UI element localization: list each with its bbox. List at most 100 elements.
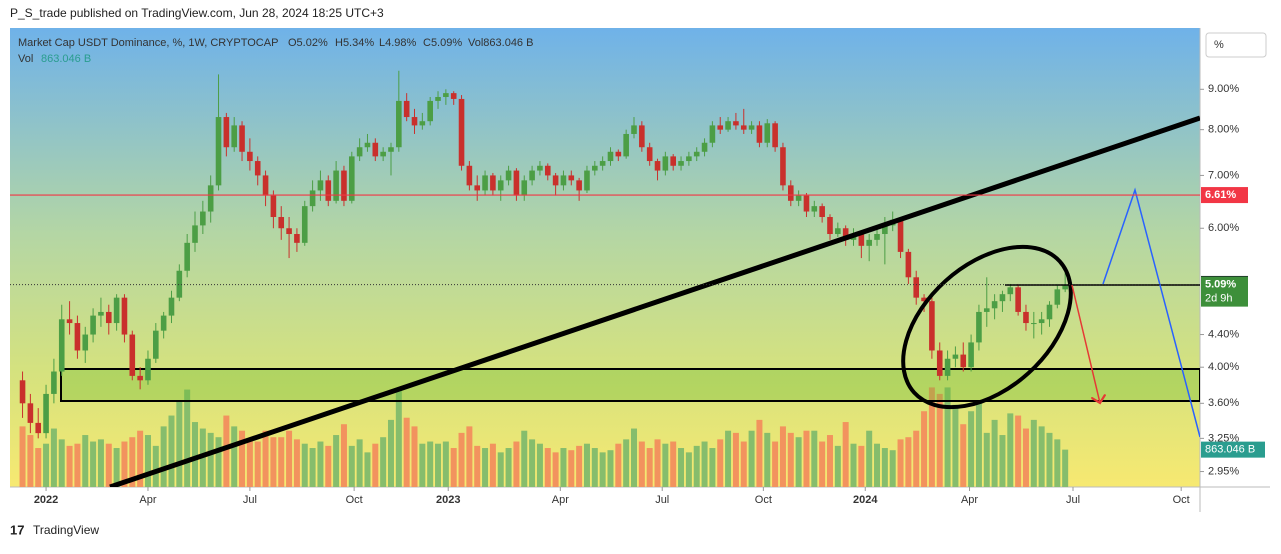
footer: TradingView (33, 523, 99, 537)
candle-body (443, 93, 449, 97)
candle-body (929, 301, 935, 351)
volume-bar (144, 435, 151, 487)
candle-body (513, 170, 520, 196)
volume-bar (254, 441, 261, 487)
volume-bar (192, 422, 199, 487)
x-tick-label: Oct (346, 494, 363, 506)
x-tick-label: Oct (755, 494, 772, 506)
volume-bar (215, 437, 222, 487)
volume-bar (27, 435, 34, 487)
candle-body (98, 311, 104, 316)
candle-body (631, 125, 637, 134)
y-tick-label: 2.95% (1208, 465, 1239, 477)
volume-bar (176, 400, 183, 487)
volume-bar (450, 448, 457, 487)
candle-body (717, 125, 724, 130)
volume-bar (1022, 428, 1029, 487)
candle-body (560, 175, 567, 186)
y-tick-label: 3.60% (1208, 397, 1239, 409)
candle-body (858, 234, 865, 246)
candle-body (121, 297, 128, 335)
volume-bar (223, 415, 230, 487)
candle-body (43, 393, 49, 434)
volume-bar (82, 435, 89, 487)
volume-bar (497, 452, 504, 487)
candle-body (882, 225, 888, 235)
volume-bar (803, 430, 810, 487)
volume-bar (168, 415, 175, 487)
volume-bar (968, 411, 975, 487)
candle-body (764, 123, 771, 143)
volume-bar (395, 389, 402, 487)
candle-body (90, 315, 96, 335)
unit-button[interactable] (1205, 32, 1267, 58)
candle-body (568, 175, 575, 181)
candle-body (827, 217, 833, 235)
candle-body (388, 147, 394, 152)
volume-bar (607, 450, 614, 487)
volume-bar (889, 450, 896, 487)
candle-body (999, 294, 1006, 302)
legend: Market Cap USDT Dominance, %, 1W, CRYPTO… (18, 37, 533, 65)
candle-body (623, 133, 629, 157)
volume-bar (740, 441, 747, 487)
unit-button-label[interactable]: % (1214, 39, 1224, 51)
candle-body (474, 185, 481, 191)
candle-body (646, 147, 653, 162)
volume-title: Vol (18, 53, 33, 65)
volume-bar (921, 411, 928, 487)
candle-body (936, 350, 943, 376)
candle-body (709, 125, 716, 143)
candle-body (819, 206, 825, 218)
drawings (109, 115, 1200, 487)
volume-bar (184, 389, 191, 487)
candle-body (1038, 319, 1045, 324)
volume-bar (380, 437, 387, 487)
candle-body (176, 270, 183, 298)
drawings (60, 368, 1200, 402)
candle-body (380, 151, 386, 157)
candle-body (466, 165, 473, 186)
volume-bar (725, 430, 732, 487)
volume-bar (231, 426, 238, 487)
candle-body (333, 170, 339, 201)
volume-bar (419, 443, 426, 487)
candle-body (105, 311, 112, 324)
candle-body (584, 170, 590, 191)
volume-layer (19, 387, 1069, 487)
candle-body (278, 217, 285, 229)
candle-body (27, 403, 34, 423)
x-tick-label: Apr (552, 494, 569, 506)
candle-body (74, 323, 81, 351)
legend-high: H5.34% (335, 37, 374, 49)
volume-bar (842, 422, 849, 487)
volume-bar (301, 443, 308, 487)
legend-title: Market Cap USDT Dominance, %, 1W, CRYPTO… (18, 37, 278, 49)
candle-body (803, 195, 810, 212)
volume-bar (246, 439, 253, 487)
volume-bar (983, 432, 990, 487)
candle-body (733, 121, 739, 126)
last-price-box (1201, 276, 1248, 307)
volume-bar (787, 432, 794, 487)
volume-bar (576, 445, 583, 487)
volume-bar (975, 402, 982, 487)
volume-bar (866, 430, 873, 487)
candle-body (411, 117, 418, 126)
volume-bar (43, 443, 50, 487)
candle-body (1015, 287, 1021, 312)
candle-body (270, 195, 277, 218)
time-axis (10, 487, 1200, 512)
volume-bar (999, 435, 1006, 487)
volume-bar (356, 439, 363, 487)
candle-body (1062, 284, 1068, 290)
candle-body (842, 228, 849, 240)
price-axis (1200, 28, 1270, 512)
volume-bar (944, 387, 951, 487)
candle-body (58, 319, 65, 372)
candle-body (490, 175, 496, 191)
volume-bar (50, 428, 57, 487)
volume-bar (952, 404, 959, 487)
volume-bar (239, 430, 246, 487)
volume-bar (1015, 415, 1022, 487)
